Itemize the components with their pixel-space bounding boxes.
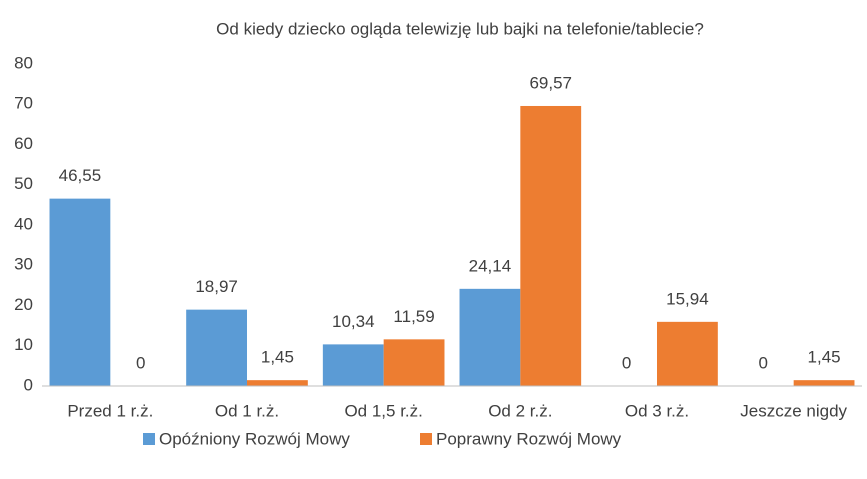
- x-tick-label: Jeszcze nigdy: [740, 401, 847, 420]
- bar: [322, 344, 384, 386]
- x-tick-label: Od 1,5 r.ż.: [344, 401, 422, 420]
- y-tick-label: 60: [14, 134, 33, 153]
- y-tick-label: 0: [24, 375, 33, 394]
- legend-swatch: [143, 433, 155, 445]
- value-label: 0: [759, 353, 768, 372]
- bar: [247, 380, 308, 386]
- value-label: 1,45: [808, 348, 841, 367]
- value-label: 0: [136, 353, 145, 372]
- value-label: 15,94: [666, 289, 709, 308]
- value-label: 24,14: [469, 256, 512, 275]
- y-tick-label: 50: [14, 174, 33, 193]
- bar: [793, 380, 855, 386]
- y-tick-label: 20: [14, 295, 33, 314]
- legend-label: Poprawny Rozwój Mowy: [436, 429, 622, 448]
- value-label: 18,97: [195, 277, 238, 296]
- y-tick-label: 70: [14, 94, 33, 113]
- bar: [186, 309, 247, 386]
- bar: [383, 339, 445, 386]
- value-label: 1,45: [261, 348, 294, 367]
- legend-swatch: [420, 433, 432, 445]
- bar: [657, 321, 718, 386]
- x-tick-label: Od 3 r.ż.: [625, 401, 689, 420]
- legend-label: Opóźniony Rozwój Mowy: [159, 429, 350, 448]
- x-tick-label: Od 1 r.ż.: [215, 401, 279, 420]
- value-label: 11,59: [393, 307, 434, 326]
- y-tick-label: 40: [14, 214, 33, 233]
- y-tick-label: 30: [14, 255, 33, 274]
- value-label: 10,34: [332, 312, 375, 331]
- value-label: 46,55: [59, 166, 102, 185]
- x-tick-label: Przed 1 r.ż.: [67, 401, 153, 420]
- x-tick-label: Od 2 r.ż.: [488, 401, 552, 420]
- bar: [459, 288, 521, 386]
- value-label: 69,57: [529, 73, 572, 92]
- y-tick-label: 80: [14, 53, 33, 72]
- bar: [49, 198, 111, 386]
- chart-title: Od kiedy dziecko ogląda telewizję lub ba…: [216, 19, 704, 38]
- value-label: 0: [622, 353, 631, 372]
- y-tick-label: 10: [14, 335, 33, 354]
- bar: [520, 105, 582, 387]
